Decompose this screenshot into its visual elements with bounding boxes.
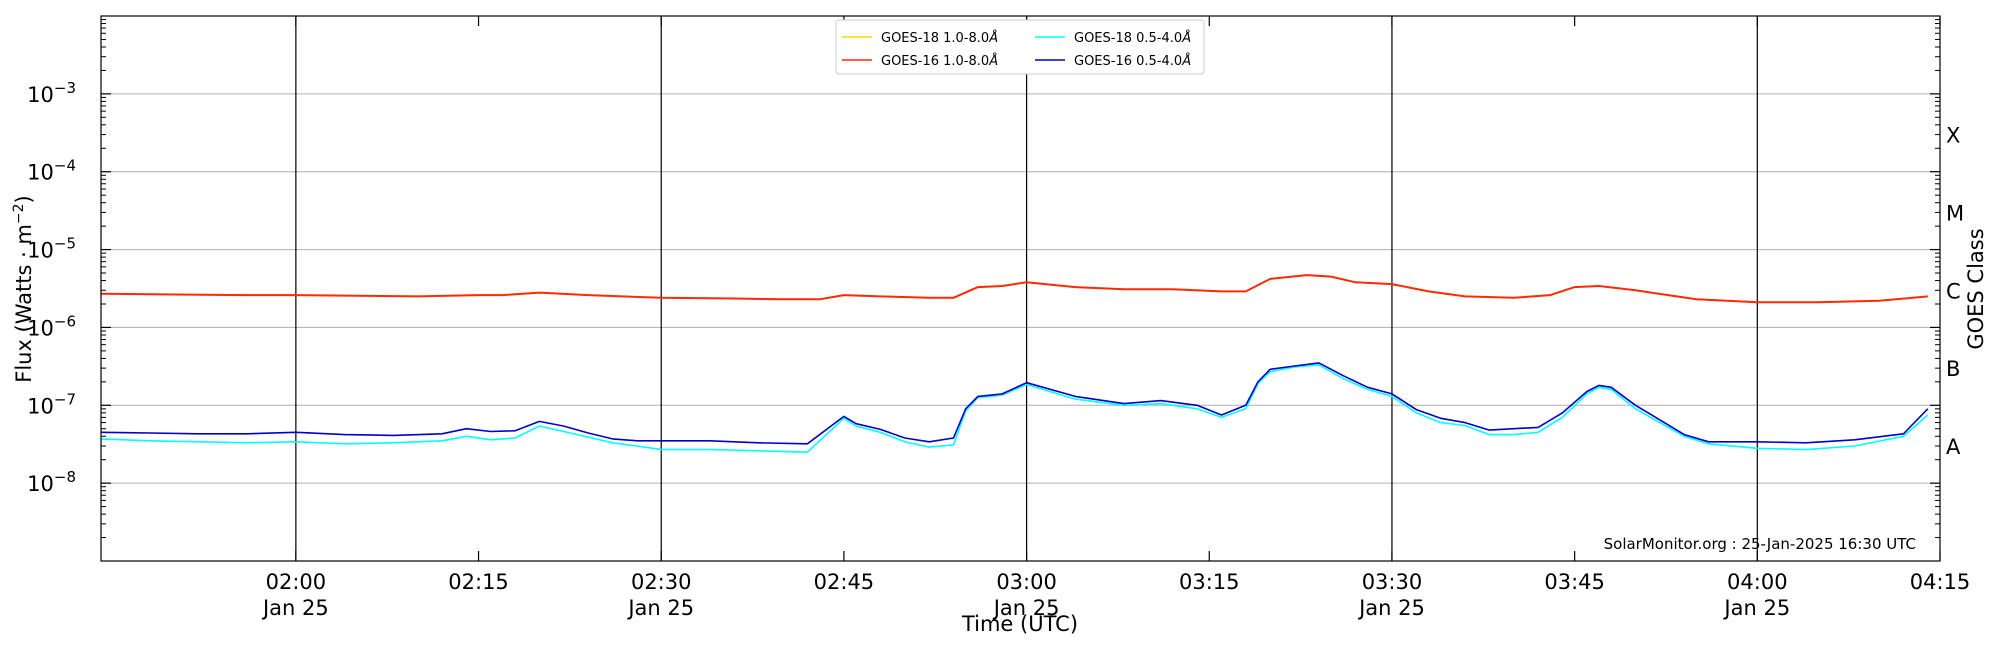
x-tick-label: 02:45 <box>814 570 875 594</box>
series-lines <box>100 274 1929 454</box>
x-tick-date-label: Jan 25 <box>1722 596 1790 620</box>
x-tick-label: 03:45 <box>1544 570 1605 594</box>
legend-label-goes16-long: GOES-16 1.0-8.0Å <box>881 53 998 69</box>
goes-class-label-a: A <box>1946 435 1961 459</box>
legend-box <box>835 19 1205 75</box>
plot-background <box>101 16 1940 561</box>
y-tick-base: 10 <box>27 239 54 263</box>
legend: GOES-18 1.0-8.0Å GOES-16 1.0-8.0Å GOES-1… <box>835 19 1205 75</box>
y-tick-label: 10−5 <box>27 235 76 263</box>
goes-class-label-b: B <box>1946 357 1960 381</box>
y-tick-label: 10−4 <box>27 157 76 185</box>
y-axis-right-label: GOES Class <box>1964 228 1988 349</box>
x-tick-label: 03:00 <box>996 570 1057 594</box>
x-tick-label: 02:30 <box>631 570 692 594</box>
y-axis-ticks: 10−810−710−610−510−410−3 <box>27 79 1940 496</box>
series-line-3 <box>100 362 1929 445</box>
x-tick-date-label: Jan 25 <box>992 596 1060 620</box>
y-tick-exponent: −3 <box>54 79 76 97</box>
goes-class-label-x: X <box>1946 124 1960 148</box>
y-tick-label: 10−7 <box>27 390 76 418</box>
x-axis-label: Time (UTC) <box>961 612 1078 636</box>
legend-label-goes18-long: GOES-18 1.0-8.0Å <box>881 30 998 46</box>
y-tick-base: 10 <box>27 161 54 185</box>
y-axis-label-close: ) <box>12 195 36 203</box>
y-minor-ticks <box>101 19 1940 539</box>
y-tick-label: 10−6 <box>27 312 76 340</box>
goes-class-label-m: M <box>1946 201 1964 225</box>
x-tick-label: 02:15 <box>448 570 509 594</box>
plot-frame <box>100 15 1941 562</box>
y-axis-label: Flux (Watts · m−2) <box>11 195 36 383</box>
y-tick-exponent: −7 <box>54 390 76 408</box>
y-tick-label: 10−8 <box>27 468 76 496</box>
y-tick-exponent: −5 <box>54 235 76 253</box>
x-tick-label: 04:00 <box>1727 570 1788 594</box>
y-axis-label-text: Flux (Watts · m <box>12 224 36 383</box>
x-tick-label: 04:15 <box>1910 570 1971 594</box>
day-marker-lines <box>295 16 1758 561</box>
y-tick-base: 10 <box>27 316 54 340</box>
x-tick-label: 02:00 <box>266 570 327 594</box>
y-tick-exponent: −6 <box>54 312 76 330</box>
y-tick-label: 10−3 <box>27 79 76 107</box>
x-tick-date-label: Jan 25 <box>261 596 329 620</box>
y-axis-label-exponent: −2 <box>11 203 27 224</box>
x-tick-label: 03:30 <box>1362 570 1423 594</box>
y-tick-base: 10 <box>27 83 54 107</box>
legend-label-goes16-short: GOES-16 0.5-4.0Å <box>1074 53 1191 69</box>
goes-class-label-c: C <box>1946 279 1961 303</box>
credit-text: SolarMonitor.org : 25-Jan-2025 16:30 UTC <box>1604 535 1916 553</box>
x-tick-date-label: Jan 25 <box>1357 596 1425 620</box>
series-line-2 <box>100 364 1929 454</box>
y-tick-base: 10 <box>27 472 54 496</box>
series-line-1 <box>100 274 1928 304</box>
x-tick-date-label: Jan 25 <box>626 596 694 620</box>
legend-label-goes18-short: GOES-18 0.5-4.0Å <box>1074 30 1191 46</box>
y-tick-exponent: −4 <box>54 157 76 175</box>
grid <box>101 93 1940 484</box>
y-tick-base: 10 <box>27 394 54 418</box>
x-tick-label: 03:15 <box>1179 570 1240 594</box>
goes-class-labels: A B C M X <box>1946 124 1964 459</box>
y-tick-exponent: −8 <box>54 468 76 486</box>
